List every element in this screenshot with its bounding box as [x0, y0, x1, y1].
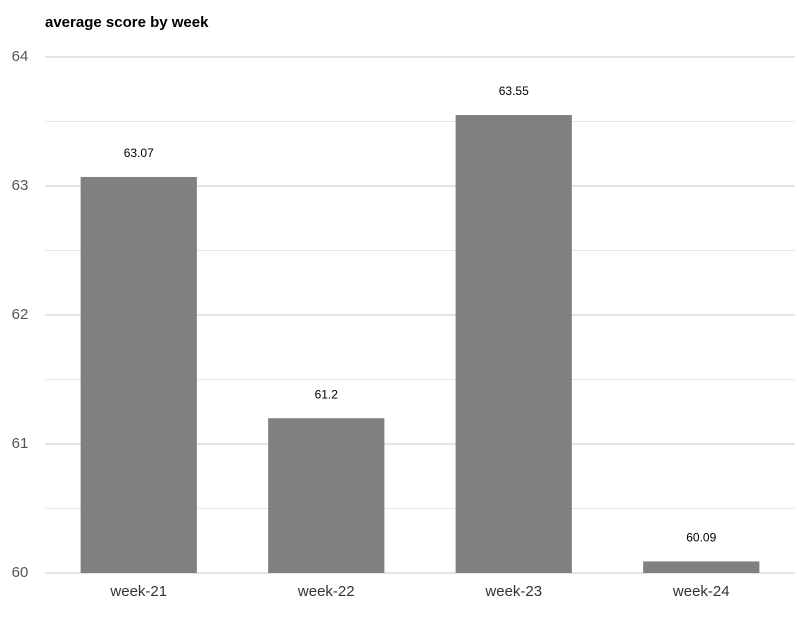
- bar: [643, 561, 760, 573]
- x-tick-label: week-21: [109, 583, 167, 600]
- x-tick-label: week-23: [484, 583, 542, 600]
- value-label: 63.55: [499, 84, 529, 98]
- y-tick-label: 62: [12, 306, 29, 323]
- y-tick-label: 60: [12, 564, 29, 581]
- x-tick-label: week-24: [672, 583, 730, 600]
- bar: [268, 418, 385, 573]
- chart-title: average score by week: [45, 14, 209, 31]
- value-label: 60.09: [686, 531, 716, 545]
- bar: [80, 176, 197, 573]
- y-tick-label: 61: [12, 435, 29, 452]
- value-label: 61.2: [315, 387, 339, 401]
- value-label: 63.07: [124, 146, 154, 160]
- y-tick-label: 63: [12, 177, 29, 194]
- x-tick-label: week-22: [297, 583, 355, 600]
- bar: [455, 115, 572, 574]
- y-tick-label: 64: [12, 48, 29, 65]
